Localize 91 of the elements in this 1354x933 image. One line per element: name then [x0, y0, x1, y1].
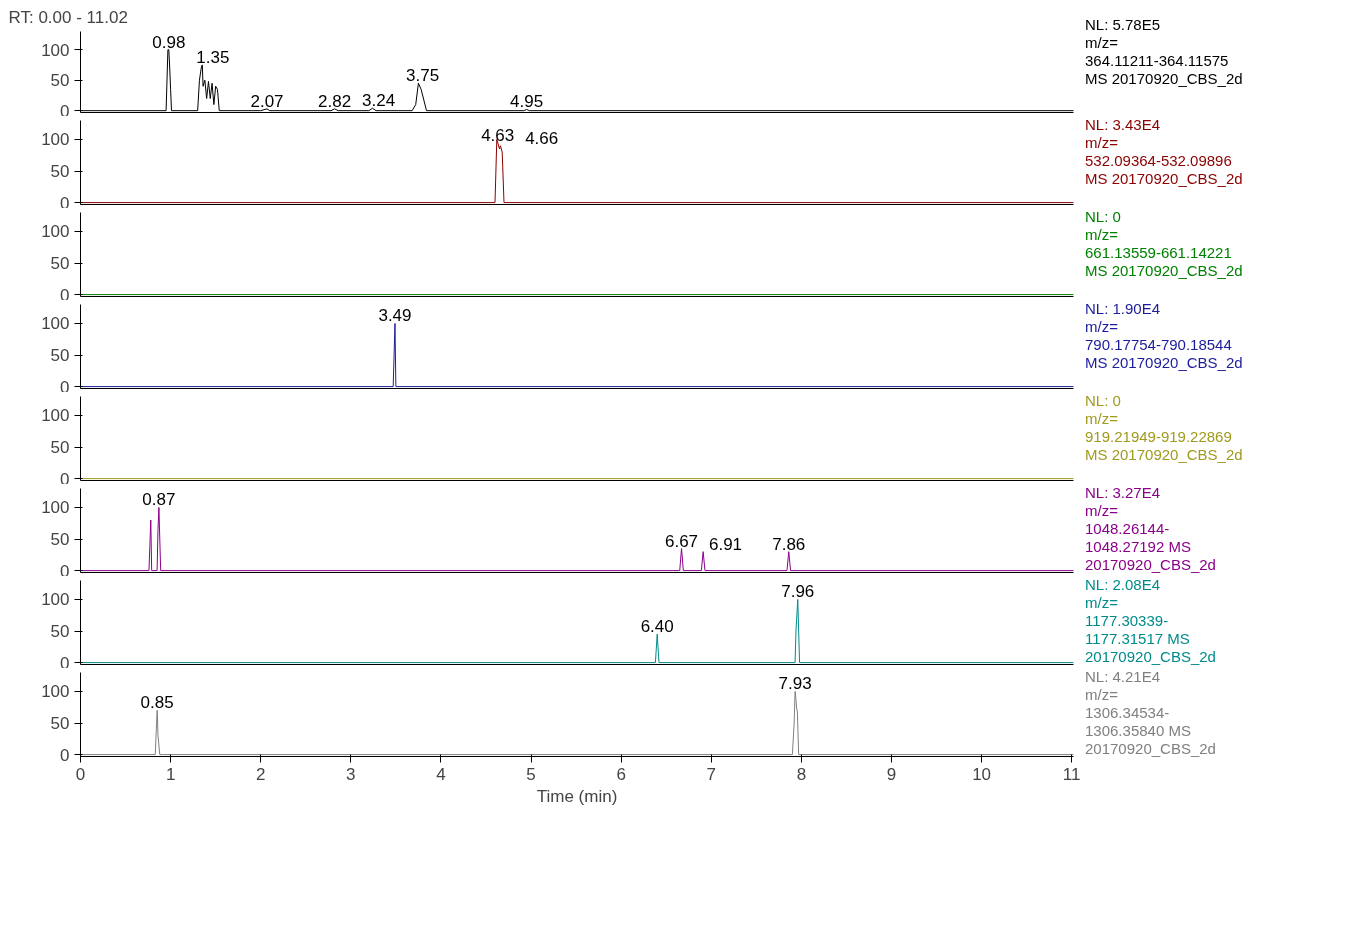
y-tick-label: 0 — [60, 745, 70, 765]
text: NL: 2.08E4 — [1085, 576, 1161, 593]
annotation: 7.86 — [772, 534, 806, 554]
y-tick-label: 100 — [41, 130, 70, 150]
x-axis-title: Time (min) — [536, 786, 618, 806]
y-tick-label: 50 — [50, 530, 70, 550]
text: 1048.26144- — [1085, 520, 1170, 537]
y-tick-label: 100 — [41, 40, 70, 60]
x-tick-label: 11 — [1062, 764, 1081, 784]
text: NL: 0 — [1085, 208, 1121, 225]
annotation: 6.91 — [708, 534, 743, 554]
annotation: 1.35 — [196, 48, 230, 67]
text: MS 20170920_CBS_2d — [1085, 262, 1243, 279]
y-tick-label: 0 — [60, 193, 70, 213]
x-tick-label: 8 — [796, 764, 807, 784]
y-tick-label: 50 — [50, 438, 70, 458]
text: 661.13559-661.14221 — [1085, 244, 1232, 261]
y-tick-label: 100 — [41, 222, 70, 242]
text: 364.11211-364.11575 — [1085, 52, 1229, 69]
text: MS 20170920_CBS_2d — [1085, 70, 1243, 87]
x-tick-label: 7 — [706, 764, 716, 784]
text: MS 20170920_CBS_2d — [1085, 170, 1243, 187]
y-tick-label: 0 — [60, 561, 70, 581]
text: NL: 0 — [1085, 392, 1121, 409]
text: m/z= — [1085, 34, 1118, 51]
y-tick-label: 50 — [50, 254, 70, 274]
text: MS 20170920_CBS_2d — [1085, 354, 1243, 371]
y-tick-label: 0 — [60, 101, 70, 121]
y-tick-label: 100 — [41, 498, 70, 518]
x-tick-label: 10 — [972, 764, 992, 784]
text: m/z= — [1085, 410, 1118, 427]
x-tick-label: 3 — [346, 764, 356, 784]
text: 1306.34534- — [1085, 704, 1170, 721]
x-tick-label: 6 — [616, 764, 626, 784]
x-tick-label: 0 — [75, 764, 86, 784]
annotation: 7.96 — [781, 582, 815, 602]
text: NL: 4.21E4 — [1085, 668, 1161, 685]
text: 1177.30339- — [1085, 612, 1169, 629]
y-tick-label: 100 — [41, 590, 70, 610]
x-tick-label: 1 — [165, 764, 176, 784]
text: 20170920_CBS_2d — [1085, 648, 1216, 665]
annotation: 0.87 — [142, 490, 176, 510]
text: NL: 1.90E4 — [1085, 300, 1161, 317]
text: m/z= — [1085, 318, 1118, 335]
annotation: 0.98 — [152, 32, 186, 52]
annotation: 4.63 — [481, 125, 515, 145]
y-tick-label: 50 — [50, 162, 70, 182]
text: 20170920_CBS_2d — [1085, 556, 1216, 573]
x-tick-label: 2 — [255, 764, 266, 784]
text: 532.09364-532.09896 — [1085, 152, 1232, 169]
y-tick-label: 0 — [60, 377, 70, 397]
x-tick-label: 4 — [436, 764, 446, 784]
text: m/z= — [1085, 502, 1118, 519]
text: 1048.27192 MS — [1085, 538, 1191, 555]
text: NL: 5.78E5 — [1085, 16, 1161, 33]
y-tick-label: 0 — [60, 285, 70, 305]
y-tick-label: 50 — [50, 714, 70, 734]
annotation: 7.93 — [778, 674, 812, 694]
text: 20170920_CBS_2d — [1085, 740, 1216, 757]
y-tick-label: 100 — [41, 406, 70, 426]
text: NL: 3.27E4 — [1085, 484, 1161, 501]
annotation: 6.40 — [640, 617, 674, 637]
annotation: 6.67 — [664, 531, 699, 551]
y-tick-label: 50 — [50, 71, 70, 91]
text: 919.21949-919.22869 — [1085, 428, 1232, 445]
text: 1177.31517 MS — [1085, 630, 1190, 647]
chart-title: RT: 0.00 - 11.02 — [8, 7, 128, 27]
annotation: 2.07 — [250, 91, 284, 111]
text: m/z= — [1085, 594, 1118, 611]
x-tick-label: 5 — [526, 764, 536, 784]
annotation: 2.82 — [318, 91, 352, 111]
annotation: 0.85 — [140, 693, 174, 713]
y-tick-label: 50 — [50, 346, 70, 366]
text: MS 20170920_CBS_2d — [1085, 446, 1243, 463]
annotation: 3.24 — [362, 91, 396, 111]
annotation: 3.49 — [378, 306, 412, 326]
y-tick-label: 50 — [50, 622, 70, 642]
text: m/z= — [1085, 226, 1118, 243]
annotation: 4.95 — [510, 92, 544, 112]
text: m/z= — [1085, 134, 1118, 151]
text: 790.17754-790.18544 — [1085, 336, 1232, 353]
y-tick-label: 100 — [41, 314, 70, 334]
annotation: 4.66 — [525, 128, 559, 148]
x-tick-label: 9 — [886, 764, 897, 784]
y-tick-label: 100 — [41, 682, 70, 702]
text: NL: 3.43E4 — [1085, 116, 1161, 133]
y-tick-label: 0 — [60, 653, 70, 673]
text: 1306.35840 MS — [1085, 722, 1191, 739]
annotation: 3.75 — [406, 66, 440, 86]
text: m/z= — [1085, 686, 1118, 703]
y-tick-label: 0 — [60, 469, 70, 489]
